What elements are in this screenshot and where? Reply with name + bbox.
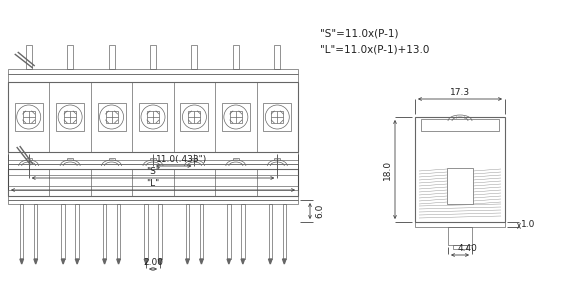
- Bar: [67, 45, 73, 69]
- Bar: [186, 204, 189, 259]
- Bar: [25, 45, 32, 69]
- Text: 17.3: 17.3: [450, 88, 470, 97]
- Polygon shape: [227, 259, 230, 264]
- Bar: [8, 200, 298, 204]
- Bar: [139, 103, 167, 131]
- Polygon shape: [34, 259, 38, 264]
- Polygon shape: [61, 259, 65, 264]
- Polygon shape: [269, 259, 272, 264]
- Text: "L"=11.0x(P-1)+13.0: "L"=11.0x(P-1)+13.0: [320, 44, 430, 54]
- Polygon shape: [200, 259, 203, 264]
- Polygon shape: [117, 259, 120, 264]
- Bar: [222, 103, 250, 131]
- Text: 6.0: 6.0: [315, 204, 324, 218]
- Bar: [8, 82, 298, 152]
- Bar: [8, 69, 298, 74]
- Bar: [447, 168, 473, 204]
- Bar: [150, 45, 156, 69]
- Text: 1.0: 1.0: [521, 220, 536, 229]
- Text: "S"=11.0x(P-1): "S"=11.0x(P-1): [320, 29, 398, 39]
- Bar: [415, 117, 505, 222]
- Bar: [448, 227, 472, 245]
- Bar: [453, 245, 467, 249]
- Polygon shape: [158, 259, 162, 264]
- Bar: [98, 103, 126, 131]
- Bar: [8, 169, 298, 196]
- Bar: [117, 204, 120, 259]
- Bar: [34, 204, 38, 259]
- Bar: [230, 111, 242, 123]
- Text: "S": "S": [146, 167, 160, 176]
- Bar: [109, 45, 115, 69]
- Bar: [158, 204, 162, 259]
- Polygon shape: [283, 259, 286, 264]
- Text: "L": "L": [146, 179, 160, 188]
- Bar: [200, 204, 203, 259]
- Bar: [14, 103, 43, 131]
- Text: 2.00: 2.00: [143, 258, 163, 267]
- Bar: [188, 111, 200, 123]
- Bar: [192, 45, 197, 69]
- Bar: [20, 204, 24, 259]
- Polygon shape: [75, 259, 79, 264]
- Bar: [61, 204, 65, 259]
- Polygon shape: [103, 259, 107, 264]
- Bar: [272, 111, 283, 123]
- Bar: [8, 196, 298, 200]
- Bar: [421, 119, 499, 131]
- Bar: [8, 164, 298, 169]
- Bar: [233, 45, 239, 69]
- Bar: [56, 103, 84, 131]
- Bar: [105, 111, 118, 123]
- Text: 18.0: 18.0: [383, 159, 392, 180]
- Polygon shape: [241, 259, 244, 264]
- Bar: [227, 204, 230, 259]
- Bar: [415, 222, 505, 227]
- Bar: [274, 45, 280, 69]
- Bar: [103, 204, 107, 259]
- Bar: [269, 204, 272, 259]
- Text: 4.40: 4.40: [458, 244, 478, 253]
- Bar: [8, 152, 298, 160]
- Bar: [283, 204, 286, 259]
- Polygon shape: [144, 259, 148, 264]
- Bar: [8, 74, 298, 82]
- Bar: [64, 111, 76, 123]
- Bar: [241, 204, 244, 259]
- Bar: [23, 111, 35, 123]
- Text: 11.0(.433"): 11.0(.433"): [156, 155, 207, 164]
- Bar: [147, 111, 159, 123]
- Bar: [263, 103, 291, 131]
- Bar: [75, 204, 79, 259]
- Bar: [144, 204, 148, 259]
- Bar: [181, 103, 208, 131]
- Polygon shape: [186, 259, 189, 264]
- Polygon shape: [20, 259, 24, 264]
